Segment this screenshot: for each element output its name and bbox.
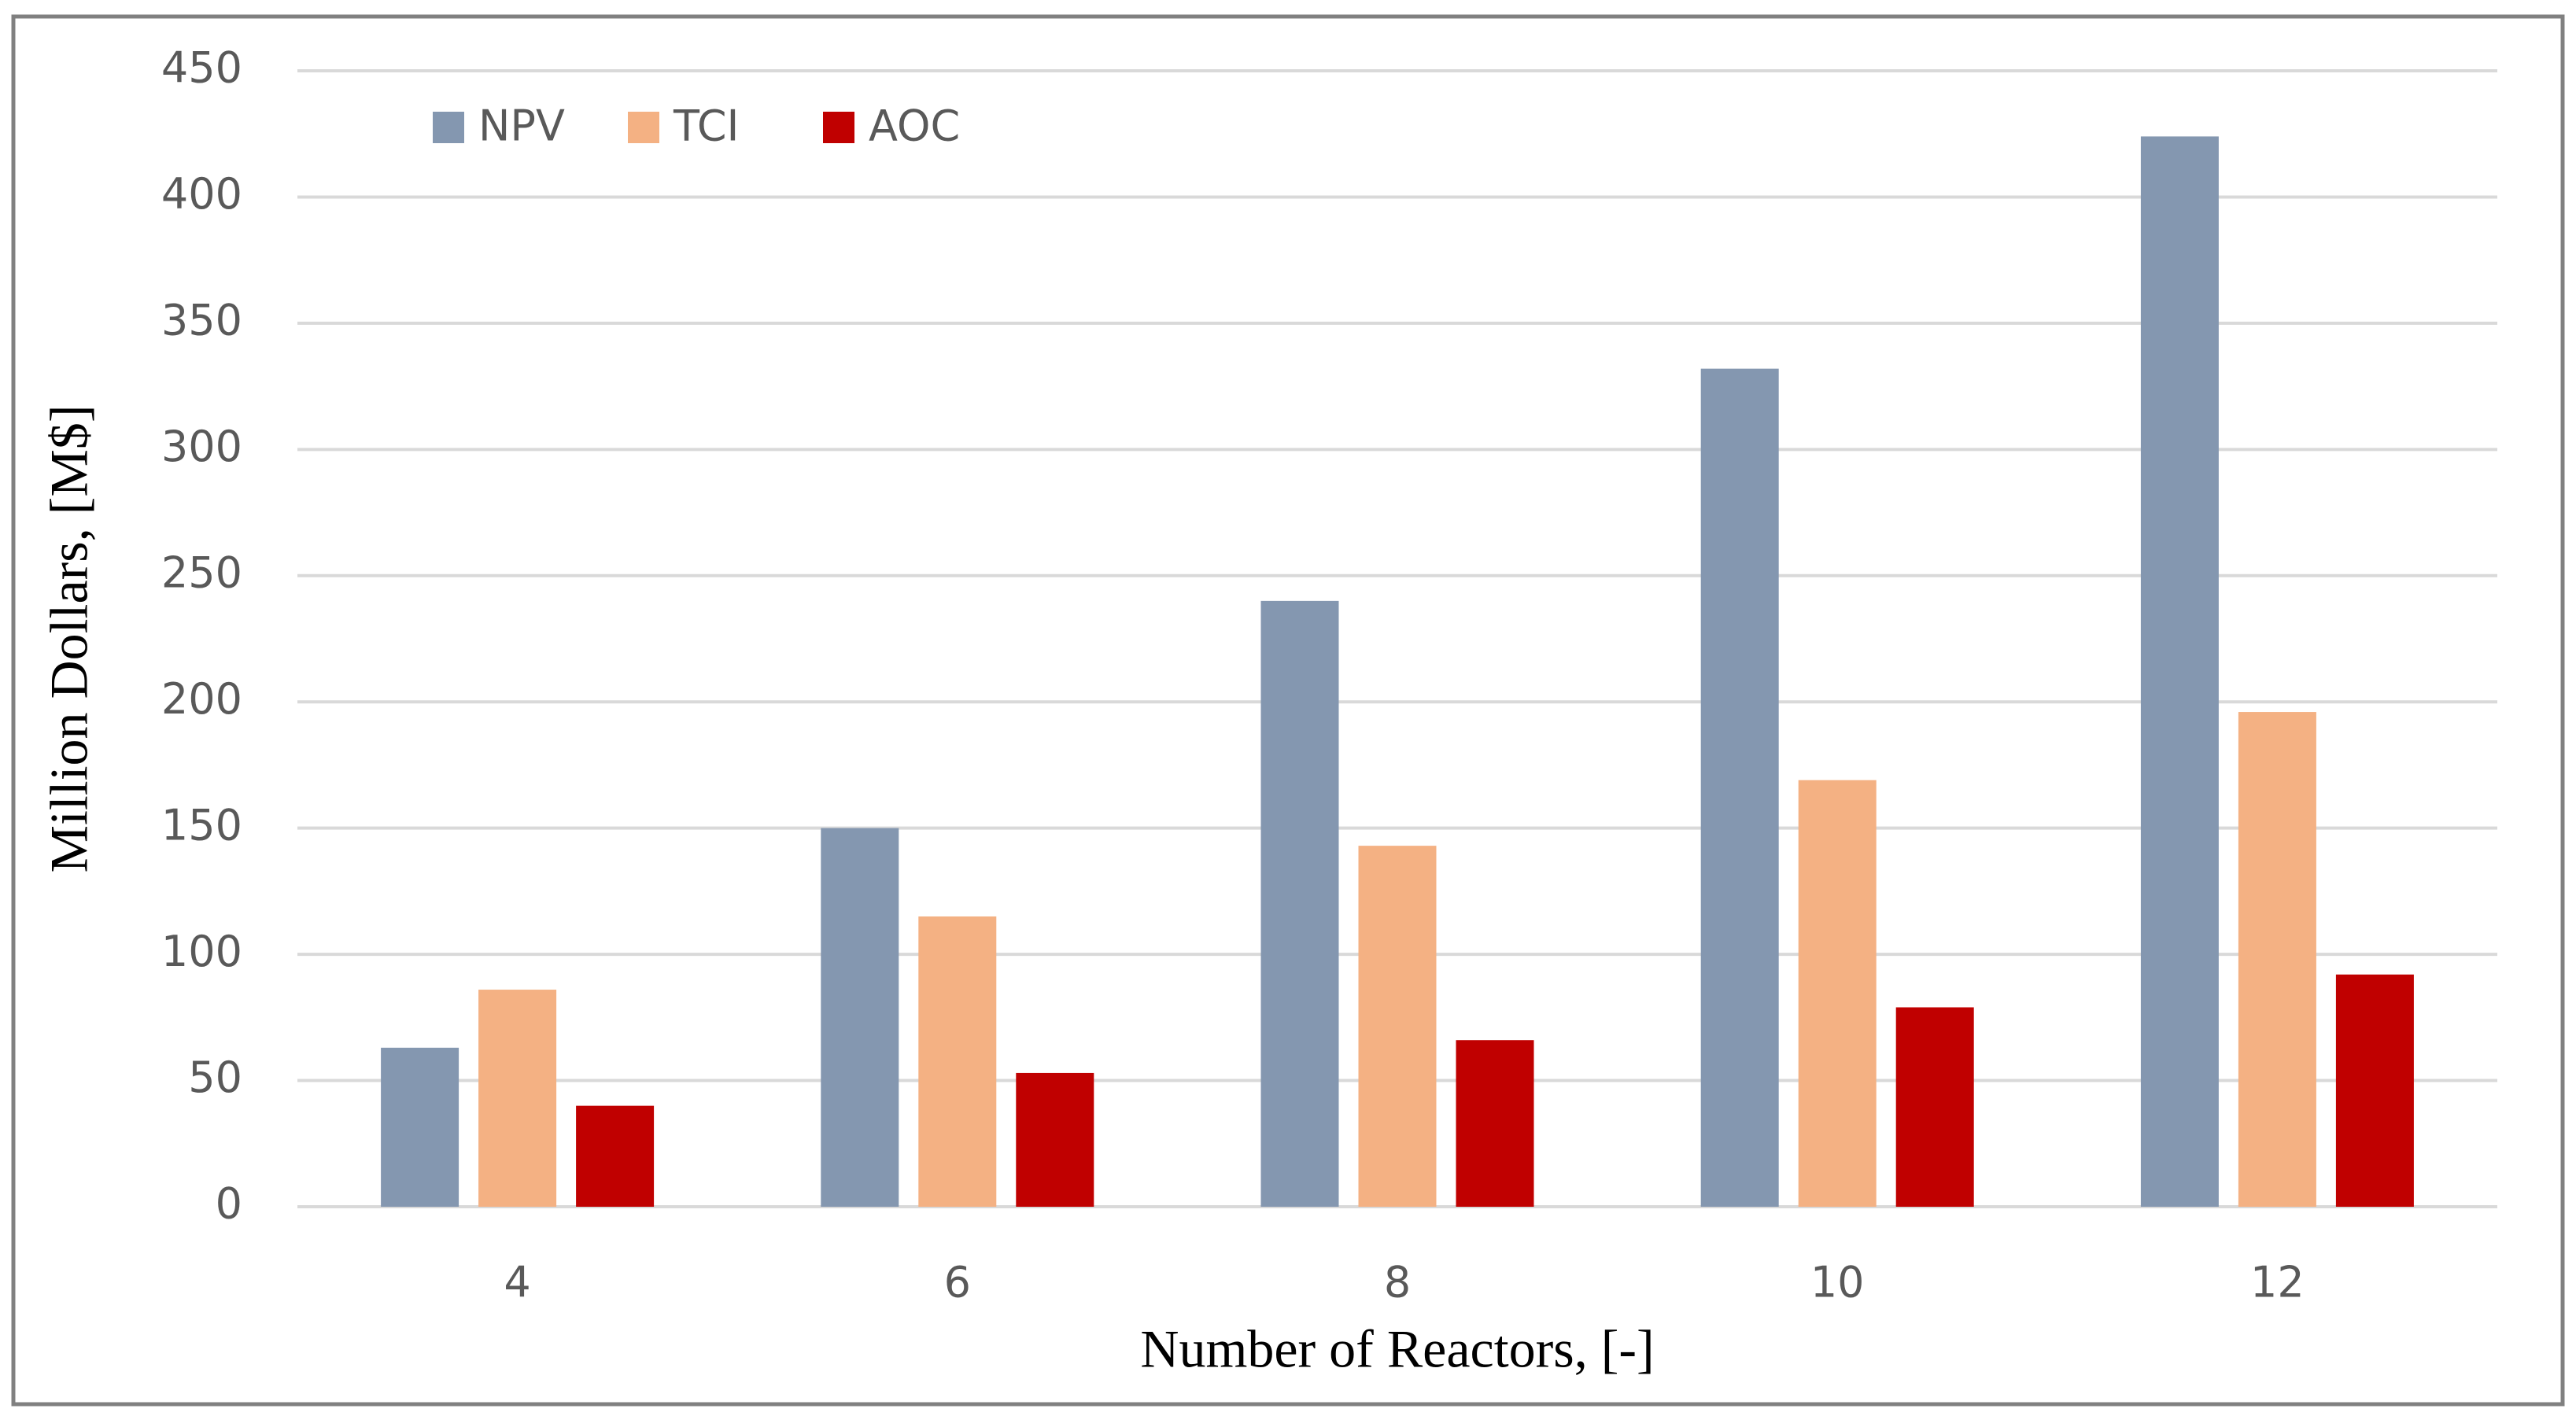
legend-swatch (628, 112, 659, 143)
y-tick-label: 200 (161, 674, 242, 724)
bar (1016, 1072, 1094, 1207)
bar (2238, 712, 2316, 1207)
x-tick-label: 6 (944, 1258, 971, 1307)
x-tick-label: 8 (1384, 1258, 1411, 1307)
y-tick-label: 300 (161, 422, 242, 471)
bar (1895, 1007, 1974, 1207)
x-tick-label: 12 (2250, 1258, 2305, 1307)
y-tick-label: 100 (161, 927, 242, 976)
y-tick-label: 50 (188, 1053, 242, 1102)
bar (2335, 974, 2414, 1207)
legend-swatch (823, 112, 854, 143)
y-tick-label: 0 (216, 1179, 242, 1229)
x-axis-title: Number of Reactors, [-] (1140, 1319, 1654, 1379)
bar (1358, 846, 1437, 1207)
legend-label: AOC (869, 101, 960, 151)
y-tick-label: 250 (161, 548, 242, 597)
y-tick-label: 150 (161, 800, 242, 850)
bar (1700, 368, 1779, 1207)
legend-label: TCI (673, 101, 739, 151)
y-tick-label: 400 (161, 169, 242, 219)
x-tick-label: 10 (1810, 1258, 1865, 1307)
bar (381, 1047, 459, 1207)
y-axis-title: Million Dollars, [M$] (39, 405, 99, 873)
y-tick-label: 350 (161, 296, 242, 345)
y-tick-label: 450 (161, 43, 242, 93)
bar (478, 990, 557, 1207)
legend-label: NPV (478, 101, 565, 151)
bar (2140, 136, 2219, 1207)
bar (1260, 600, 1339, 1207)
bar (821, 828, 899, 1207)
legend-swatch (433, 112, 464, 143)
bar (576, 1105, 655, 1207)
bar (1798, 780, 1877, 1207)
bar (918, 916, 997, 1207)
bar (1456, 1040, 1534, 1207)
x-tick-label: 4 (504, 1258, 530, 1307)
